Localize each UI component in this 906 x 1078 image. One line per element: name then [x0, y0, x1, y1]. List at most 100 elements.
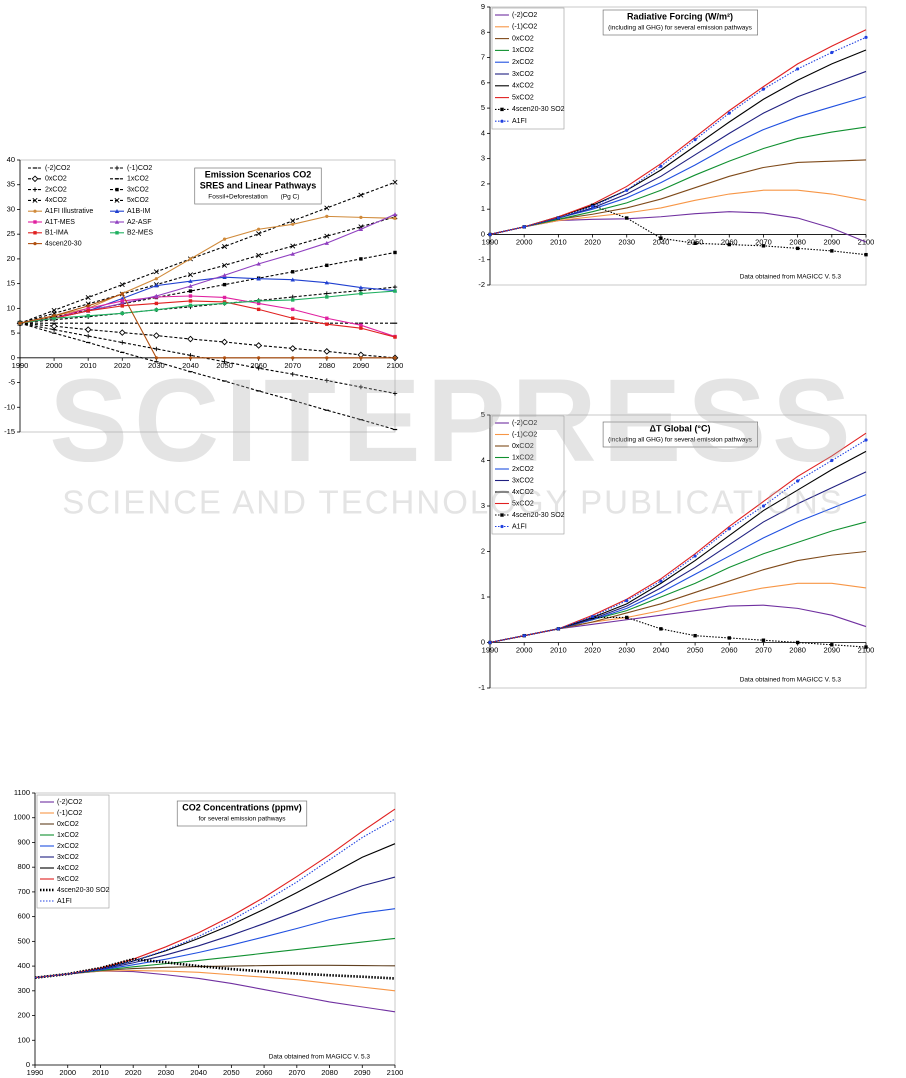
legend-label: 0xCO2 [512, 443, 534, 450]
marker [154, 308, 159, 312]
marker [86, 314, 90, 318]
marker [114, 219, 120, 224]
marker [154, 356, 158, 360]
legend-label: 4scen20-30 SO2 [512, 106, 565, 113]
x-tick-label: 2070 [755, 645, 772, 654]
marker [500, 119, 504, 123]
x-tick-label: 2010 [550, 645, 567, 654]
series-line [19, 300, 396, 338]
y-tick-label: 900 [17, 837, 30, 846]
note: Data obtained from MAGICC V. 5.3 [740, 274, 842, 281]
x-tick-label: 2040 [653, 645, 670, 654]
y-tick-label: 0 [481, 637, 485, 646]
chart-subtitle: (including all GHG) for several emission… [608, 25, 753, 32]
marker [488, 232, 492, 237]
y-tick-label: 9 [481, 2, 485, 11]
marker [727, 527, 731, 531]
y-tick-label: -5 [8, 378, 15, 387]
marker [392, 179, 398, 185]
marker [33, 209, 37, 213]
y-tick-label: -1 [478, 255, 485, 264]
x-tick-label: 2090 [353, 361, 370, 370]
marker [290, 251, 295, 256]
title-box [602, 421, 758, 448]
x-tick-label: 2050 [223, 1068, 240, 1077]
marker [325, 214, 329, 218]
marker [119, 282, 125, 288]
marker [33, 220, 37, 224]
series-line [19, 181, 396, 324]
y-tick-label: 500 [17, 936, 30, 945]
series-line [19, 293, 395, 359]
marker [325, 356, 329, 360]
marker [120, 296, 125, 301]
marker [500, 107, 504, 112]
legend-label: 4xCO2 [512, 489, 534, 496]
y-tick-label: 8 [481, 27, 485, 36]
marker [222, 273, 227, 277]
series-line [489, 126, 867, 235]
marker [659, 236, 663, 240]
legend-label: A1T-MES [45, 219, 75, 226]
marker [795, 640, 800, 645]
legend-label: 3xCO2 [127, 186, 149, 193]
marker [590, 205, 595, 209]
chart-title: Emission Scenarios CO2 [205, 169, 312, 179]
marker [154, 293, 159, 298]
marker [522, 634, 526, 638]
title-box [194, 167, 322, 205]
x-tick-label: 2020 [114, 361, 131, 370]
legend-box [491, 415, 565, 535]
marker [359, 326, 363, 330]
y-tick-label: -2 [478, 280, 485, 289]
marker [324, 291, 330, 296]
marker [222, 356, 227, 360]
series-line [34, 957, 396, 980]
marker [727, 636, 731, 640]
marker [118, 329, 126, 336]
x-tick-label: 2070 [755, 237, 772, 246]
marker [86, 304, 90, 308]
x-tick-label: 2080 [321, 1068, 338, 1077]
series-line [19, 322, 396, 394]
marker [324, 205, 330, 211]
x-tick-label: 2020 [584, 237, 601, 246]
y-tick-label: 3 [481, 501, 485, 510]
legend-label: 5xCO2 [57, 876, 79, 883]
marker [188, 356, 193, 360]
legend-label: B2-MES [127, 230, 153, 237]
marker [154, 283, 159, 288]
series-line [34, 818, 396, 979]
marker [86, 306, 90, 311]
marker [256, 299, 261, 303]
marker [693, 241, 697, 245]
legend: (-2)CO2 (-1)CO2 0xCO2 1xCO2 2xCO2 3xCO2 4xCO2 5… [28, 165, 153, 247]
marker [256, 366, 261, 371]
y-tick-label: 800 [17, 862, 30, 871]
marker [114, 209, 120, 213]
title-block: CO2 Concentrations (ppmv) for several emi… [176, 800, 308, 827]
marker [153, 269, 159, 275]
series-line [489, 36, 867, 235]
marker [222, 359, 227, 364]
marker [500, 524, 504, 529]
legend-label: 1xCO2 [57, 832, 79, 839]
marker [325, 322, 329, 326]
y-tick-label: 700 [17, 887, 30, 896]
x-tick-label: 2060 [250, 361, 267, 370]
y-tick-label: 30 [7, 204, 15, 213]
y-tick-label: 15 [7, 279, 15, 288]
legend-label: 0xCO2 [512, 35, 534, 42]
marker [693, 138, 697, 142]
marker [33, 231, 37, 235]
x-tick-label: 2020 [584, 645, 601, 654]
series-line [489, 439, 867, 644]
marker [257, 227, 261, 231]
y-tick-label: 7 [481, 53, 485, 62]
y-tick-label: 600 [17, 912, 30, 921]
marker [256, 231, 262, 237]
x-tick-label: 2000 [59, 1068, 76, 1077]
marker [761, 87, 766, 91]
x-tick-label: 2090 [823, 237, 840, 246]
